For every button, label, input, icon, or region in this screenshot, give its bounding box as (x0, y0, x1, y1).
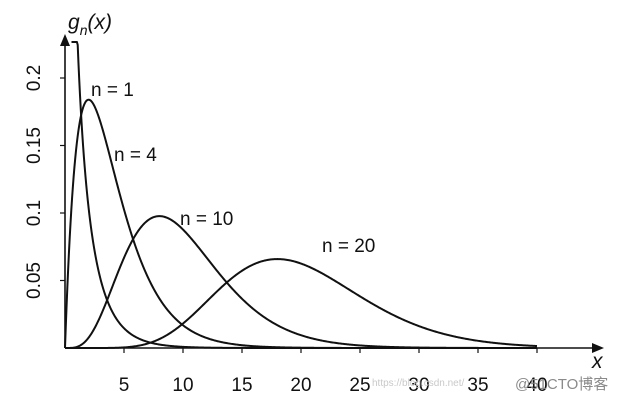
x-tick-label: 35 (467, 375, 488, 396)
series-label-n-10: n = 10 (180, 209, 233, 230)
x-tick-label: 25 (349, 375, 370, 396)
ticks: 5 10 15 20 25 30 35 40 0.05 0.1 0.15 0.2 (24, 65, 548, 396)
x-tick-label: 20 (290, 375, 311, 396)
x-tick-label: 40 (526, 375, 547, 396)
x-tick-label: 10 (172, 375, 193, 396)
series-label-n-20: n = 20 (322, 236, 375, 257)
y-axis-title-suffix: (x) (87, 11, 112, 34)
series-curves (64, 41, 538, 349)
y-tick-label: 0.1 (24, 200, 45, 226)
series-curve-n-20 (64, 258, 538, 349)
x-tick-label: 30 (408, 375, 429, 396)
watermark-brand: @51CTO博客 (515, 376, 608, 393)
series-curve-n-1 (71, 41, 538, 349)
y-tick-label: 0.15 (24, 127, 45, 164)
series-label-n-4: n = 4 (114, 145, 157, 166)
series-label-n-1: n = 1 (91, 80, 134, 101)
series-labels: n = 1 n = 4 n = 10 n = 20 (91, 80, 375, 257)
x-axis-title: x (591, 350, 604, 373)
watermark-url: https://blog.csdn.net/ (372, 378, 465, 389)
y-axis-title-base: g (68, 11, 80, 34)
x-tick-label: 15 (231, 375, 252, 396)
y-axis-title: gn(x) (68, 11, 112, 38)
x-tick-label: 5 (119, 375, 130, 396)
y-tick-label: 0.2 (24, 65, 45, 91)
x-axis-arrow (592, 343, 604, 353)
y-tick-label: 0.05 (24, 262, 45, 299)
y-axis-arrow (60, 34, 70, 46)
series-curve-n-4 (64, 98, 538, 349)
axes (60, 34, 604, 353)
y-axis-title-subscript: n (80, 22, 88, 38)
series-curve-n-10 (64, 215, 538, 349)
